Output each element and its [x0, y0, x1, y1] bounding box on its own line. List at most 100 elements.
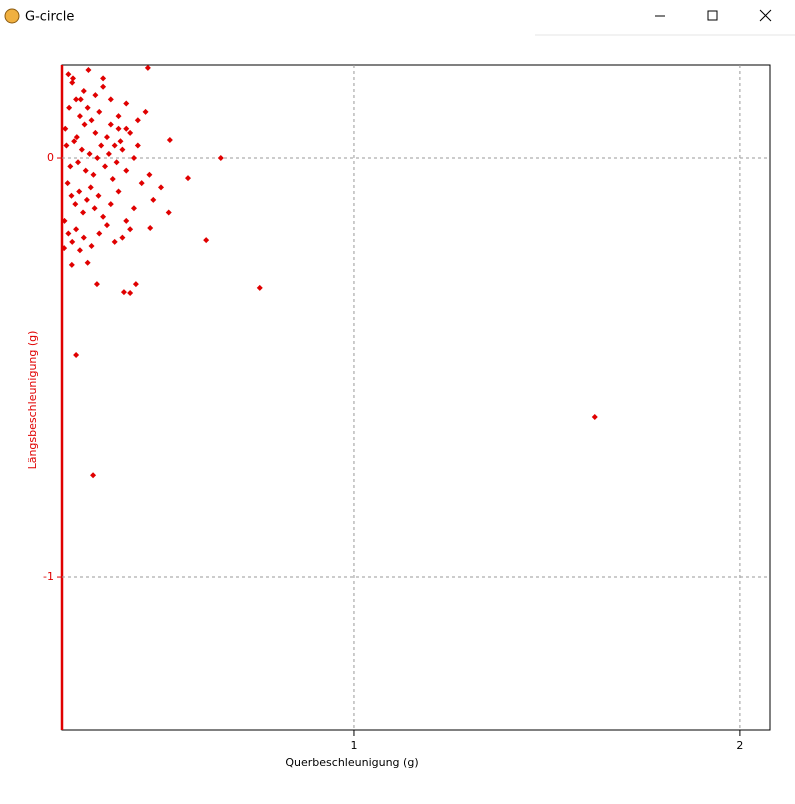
point [87, 184, 94, 191]
point [76, 188, 83, 195]
app-icon [4, 8, 20, 24]
point [105, 150, 112, 157]
point [68, 192, 75, 199]
point [73, 96, 80, 103]
point [73, 351, 80, 358]
point [83, 196, 90, 203]
point [92, 92, 99, 99]
point [115, 125, 122, 132]
point [78, 146, 85, 153]
point [111, 238, 118, 245]
point [120, 289, 127, 296]
y-axis-label: Längsbeschleunigung (g) [26, 331, 39, 470]
point [123, 100, 130, 107]
point [75, 159, 82, 166]
point [71, 138, 78, 145]
point [119, 234, 126, 241]
point [117, 138, 124, 145]
point [130, 205, 137, 212]
point [123, 217, 130, 224]
point [100, 83, 107, 90]
point [127, 289, 134, 296]
point [64, 180, 71, 187]
point [61, 245, 68, 252]
point [69, 79, 76, 86]
point [100, 75, 107, 82]
y-tick-label: 0 [47, 151, 54, 164]
point [115, 113, 122, 120]
y-tick-label: -1 [43, 570, 54, 583]
point [107, 121, 114, 128]
point [138, 180, 145, 187]
point [88, 243, 95, 250]
point [61, 217, 68, 224]
point [68, 261, 75, 268]
point [85, 67, 92, 74]
point [146, 171, 153, 178]
point [76, 113, 83, 120]
point [123, 125, 130, 132]
point [69, 238, 76, 245]
close-button[interactable] [759, 9, 772, 22]
point [111, 142, 118, 149]
point [127, 226, 134, 233]
point [84, 259, 91, 266]
point [107, 201, 114, 208]
plot: 1 2 -1 0 [43, 64, 770, 752]
point [62, 125, 69, 132]
point [72, 201, 79, 208]
point [90, 472, 97, 479]
point [82, 167, 89, 174]
point [166, 137, 173, 144]
restore-button[interactable] [707, 10, 718, 21]
point [80, 234, 87, 241]
point [66, 104, 73, 111]
point [80, 87, 87, 94]
point [92, 129, 99, 136]
point [113, 159, 120, 166]
point [96, 230, 103, 237]
point [103, 222, 110, 229]
point [63, 142, 70, 149]
point [185, 175, 192, 182]
point [591, 413, 598, 420]
point [103, 134, 110, 141]
point [144, 64, 151, 71]
point [123, 167, 130, 174]
point [134, 142, 141, 149]
x-tick-label: 2 [736, 739, 743, 752]
point [147, 225, 154, 232]
point [165, 209, 172, 216]
plot-area [61, 64, 771, 731]
x-axis-label: Querbeschleunigung (g) [285, 756, 418, 769]
point [77, 96, 84, 103]
point [134, 117, 141, 124]
point [80, 209, 87, 216]
point [150, 196, 157, 203]
point [67, 163, 74, 170]
point [95, 192, 102, 199]
point [98, 142, 105, 149]
point [94, 155, 101, 162]
point [119, 146, 126, 153]
point [102, 163, 109, 170]
point [84, 104, 91, 111]
point [88, 117, 95, 124]
point [109, 175, 116, 182]
point [127, 129, 134, 136]
window-title: G-circle [25, 10, 74, 25]
point [203, 237, 210, 244]
point [142, 108, 149, 115]
point [69, 75, 76, 82]
point [96, 108, 103, 115]
point [91, 205, 98, 212]
point [130, 155, 137, 162]
point [107, 96, 114, 103]
point [93, 281, 100, 288]
point [65, 230, 72, 237]
point [100, 213, 107, 220]
point [157, 184, 164, 191]
point [115, 188, 122, 195]
point [132, 281, 139, 288]
